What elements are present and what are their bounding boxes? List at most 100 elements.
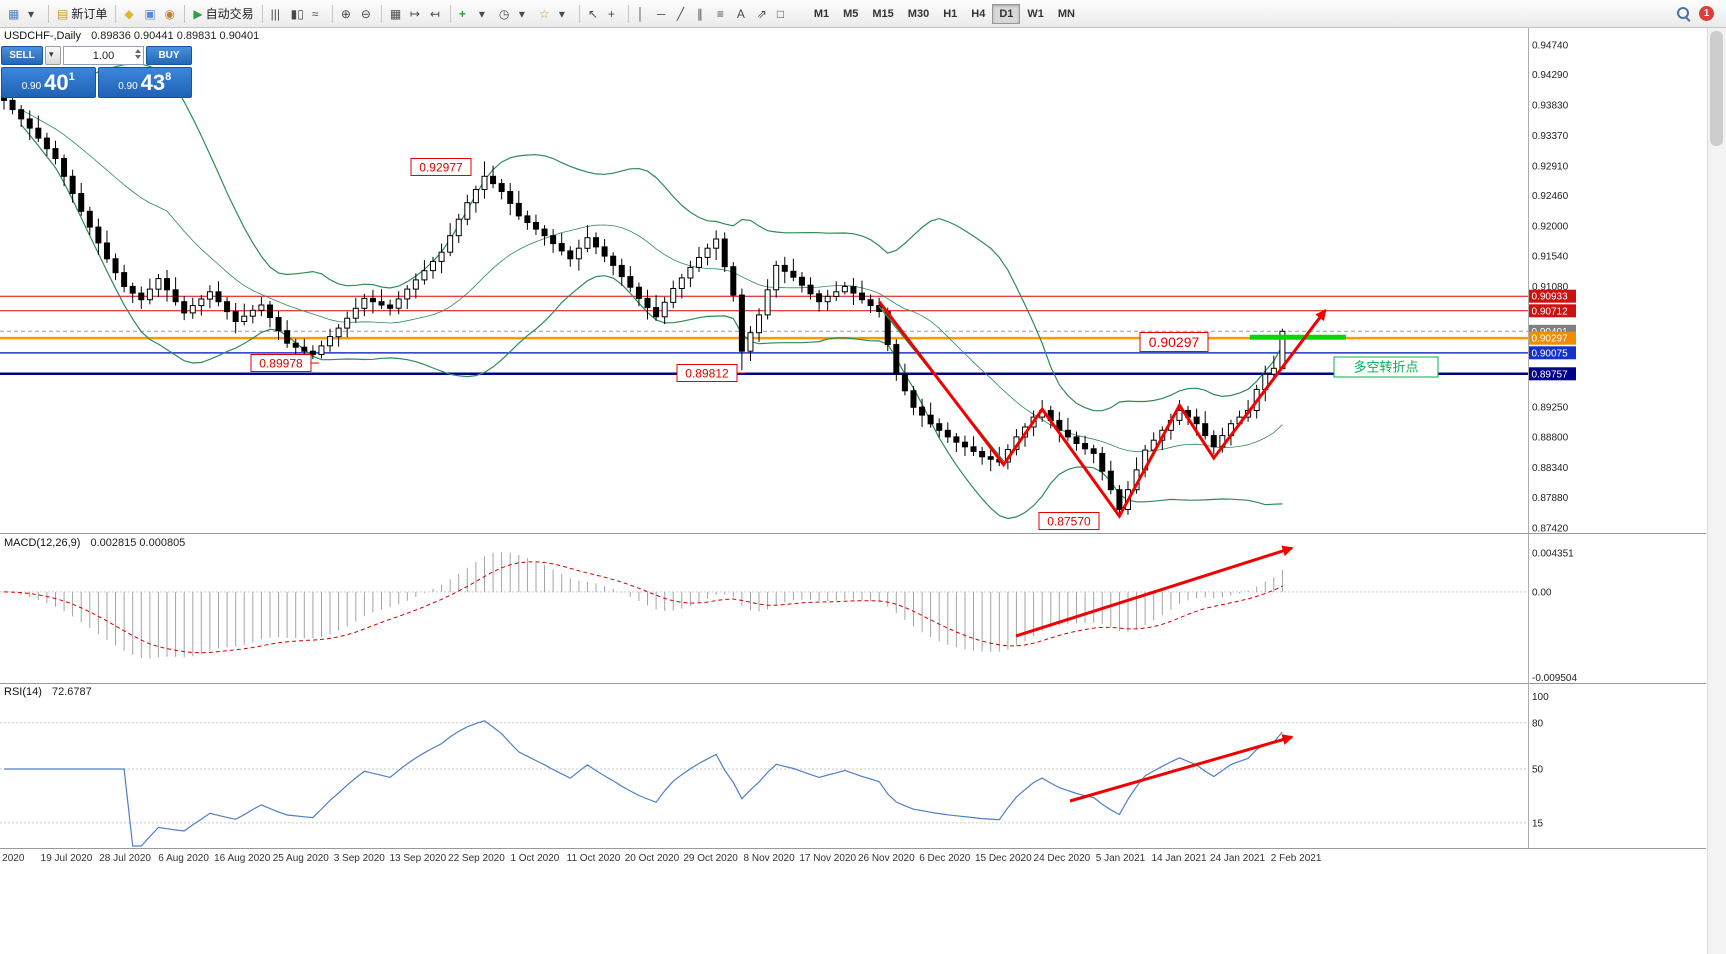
new-order-button[interactable]: ▤ 新订单 xyxy=(53,3,111,25)
chart-shift-button[interactable]: ↤ xyxy=(426,3,446,25)
vertical-scrollbar[interactable] xyxy=(1707,28,1726,954)
macd-values: 0.002815 0.000805 xyxy=(90,537,186,549)
autotrading-button[interactable]: ▶ 自动交易 xyxy=(189,3,257,25)
templates-button[interactable]: ☆ xyxy=(535,3,555,25)
vertical-line-button[interactable]: │ xyxy=(633,3,653,25)
metaeditor-button[interactable]: ◆ xyxy=(120,3,140,25)
periods-button-icon: ◷ xyxy=(498,6,510,21)
timeframe-m15-button[interactable]: M15 xyxy=(865,4,900,24)
bar-chart-button[interactable]: ||| xyxy=(267,3,287,25)
community-button[interactable]: ◉ xyxy=(160,3,180,25)
svg-text:0.92910: 0.92910 xyxy=(1532,161,1569,172)
order-type-dropdown[interactable] xyxy=(45,46,61,65)
svg-text:50: 50 xyxy=(1532,765,1544,776)
sell-price-display[interactable]: 0.90 40 1 xyxy=(1,67,96,98)
timeframe-m30-button[interactable]: M30 xyxy=(901,4,936,24)
zoom-out-button[interactable]: ⊖ xyxy=(357,3,377,25)
text-button[interactable]: A xyxy=(733,3,753,25)
horizontal-line-button[interactable]: ─ xyxy=(653,3,673,25)
chart-window-button[interactable]: ▦ xyxy=(4,3,24,25)
svg-text:0.88340: 0.88340 xyxy=(1532,463,1569,474)
bar-chart-button-icon: ||| xyxy=(270,6,280,21)
cursor-button[interactable]: ↖ xyxy=(584,3,604,25)
periods-button[interactable]: ◷ xyxy=(495,3,515,25)
metaeditor-button-icon: ◆ xyxy=(124,6,134,21)
svg-text:0.87570: 0.87570 xyxy=(1047,514,1091,528)
crosshair-button[interactable]: + xyxy=(604,3,624,25)
svg-text:0.87880: 0.87880 xyxy=(1532,493,1569,504)
timeframe-w1-button[interactable]: W1 xyxy=(1020,4,1051,24)
candlestick-chart-button[interactable]: ▮▯ xyxy=(287,3,308,25)
timeframe-h4-button[interactable]: H4 xyxy=(964,4,992,24)
timeframe-m1-button[interactable]: M1 xyxy=(807,4,836,24)
auto-scroll-button-icon: ↦ xyxy=(409,6,420,21)
svg-text:13 Sep 2020: 13 Sep 2020 xyxy=(389,853,446,864)
chart-shift-button-icon: ↤ xyxy=(429,6,440,21)
svg-text:8 Nov 2020: 8 Nov 2020 xyxy=(744,853,796,864)
time-axis[interactable]: ul 2020 19 Jul 2020 28 Jul 2020 6 Aug 2020 1… xyxy=(0,853,1322,864)
annotation-label[interactable]: 0.89812 xyxy=(676,364,745,382)
trendline-button[interactable]: ╱ xyxy=(673,3,693,25)
svg-text:0.92000: 0.92000 xyxy=(1532,221,1569,232)
svg-text:0.93370: 0.93370 xyxy=(1532,131,1569,142)
toolbar-separator xyxy=(449,4,451,23)
annotation-label[interactable]: 多空转折点 xyxy=(1333,356,1439,378)
price-axis[interactable]: 0.94740 0.94290 0.93830 0.93370 0.92910 0.924… xyxy=(1529,41,1576,535)
templates-dropdown[interactable]: ▾ xyxy=(555,3,575,25)
channel-button-icon: ∥ xyxy=(696,6,703,21)
stepper-down-icon[interactable] xyxy=(135,55,141,59)
zoom-in-button[interactable]: ⊕ xyxy=(337,3,357,25)
chart-symbol-period: USDCHF-,Daily xyxy=(4,30,81,42)
volume-input[interactable]: 1.00 xyxy=(63,46,144,65)
timeframe-d1-button[interactable]: D1 xyxy=(992,3,1021,24)
vertical-line-button-icon: │ xyxy=(636,6,645,21)
svg-text:24 Jan 2021: 24 Jan 2021 xyxy=(1210,853,1265,864)
buy-button[interactable]: BUY xyxy=(146,46,192,65)
sell-button[interactable]: SELL xyxy=(1,46,43,65)
market-button[interactable]: ▣ xyxy=(140,3,160,25)
sell-price-sup: 1 xyxy=(68,71,75,83)
stepper-up-icon[interactable] xyxy=(135,49,141,53)
fibonacci-button[interactable]: ≡ xyxy=(713,3,733,25)
scrollbar-thumb[interactable] xyxy=(1710,31,1723,146)
svg-text:24 Dec 2020: 24 Dec 2020 xyxy=(1034,853,1091,864)
search-icon[interactable] xyxy=(1676,6,1691,21)
svg-text:ul 2020: ul 2020 xyxy=(0,853,25,864)
timeframe-m5-button[interactable]: M5 xyxy=(836,4,865,24)
svg-text:0.91540: 0.91540 xyxy=(1532,252,1569,263)
one-click-trading-panel: SELL 1.00 BUY 0.90 40 1 0.90 43 8 xyxy=(1,46,192,98)
annotation-label[interactable]: 0.90297 xyxy=(1139,332,1209,352)
price-tag-0.89757: 0.89757 xyxy=(1529,367,1576,381)
tile-windows-button[interactable]: ▦ xyxy=(386,3,406,25)
timeframe-h1-button[interactable]: H1 xyxy=(936,4,964,24)
annotation-label[interactable]: 0.92977 xyxy=(410,158,472,176)
indicators-dropdown[interactable]: ▾ xyxy=(475,3,495,25)
svg-text:0.89250: 0.89250 xyxy=(1532,403,1569,414)
macd-trend-arrow[interactable] xyxy=(1015,545,1294,638)
channel-button[interactable]: ∥ xyxy=(693,3,713,25)
chart-annotations[interactable]: 0.92977 0.89978 0.89812 0.87570 0.90297 多空转折点 xyxy=(250,158,1439,530)
buy-price-small: 0.90 xyxy=(118,81,138,92)
sell-price-small: 0.90 xyxy=(21,81,42,92)
svg-text:0.94290: 0.94290 xyxy=(1532,70,1569,81)
annotation-label[interactable]: 0.87570 xyxy=(1038,512,1100,530)
timeframe-mn-button[interactable]: MN xyxy=(1051,4,1082,24)
timeframe-buttons: M1 M5 M15 M30 H1 H4 D1 W1 MN xyxy=(807,3,1082,24)
annotation-label[interactable]: 0.89978 xyxy=(250,354,319,372)
indicators-button[interactable]: + xyxy=(455,3,475,25)
buy-price-display[interactable]: 0.90 43 8 xyxy=(97,67,192,98)
zoom-out-button-icon: ⊖ xyxy=(360,6,371,21)
notification-badge[interactable]: 1 xyxy=(1699,6,1714,21)
svg-text:0.90075: 0.90075 xyxy=(1532,348,1569,359)
rsi-trend-arrow[interactable] xyxy=(1069,734,1294,803)
templates-dropdown-icon: ▾ xyxy=(558,6,565,21)
toolbar-right: 1 xyxy=(1676,6,1722,21)
shapes-button[interactable]: □ xyxy=(773,3,793,25)
periods-dropdown[interactable]: ▾ xyxy=(515,3,535,25)
volume-stepper[interactable] xyxy=(135,49,141,59)
line-chart-button[interactable]: ≈ xyxy=(308,3,328,25)
arrow-tool-button[interactable]: ⇗ xyxy=(753,3,773,25)
chart-window-dropdown[interactable]: ▾ xyxy=(24,3,44,25)
auto-scroll-button[interactable]: ↦ xyxy=(406,3,426,25)
